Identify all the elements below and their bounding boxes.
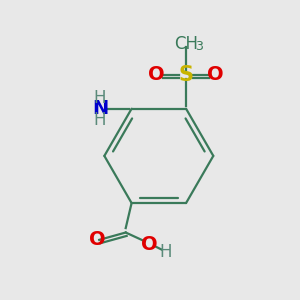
Text: O: O: [207, 65, 224, 84]
Text: H: H: [159, 243, 172, 261]
Text: H: H: [93, 111, 106, 129]
Text: 3: 3: [195, 40, 203, 53]
Text: CH: CH: [174, 35, 198, 53]
Text: O: O: [148, 65, 165, 84]
Text: H: H: [93, 88, 106, 106]
Text: O: O: [141, 235, 158, 254]
Text: O: O: [89, 230, 106, 249]
Text: S: S: [178, 65, 194, 85]
Text: N: N: [93, 99, 109, 118]
